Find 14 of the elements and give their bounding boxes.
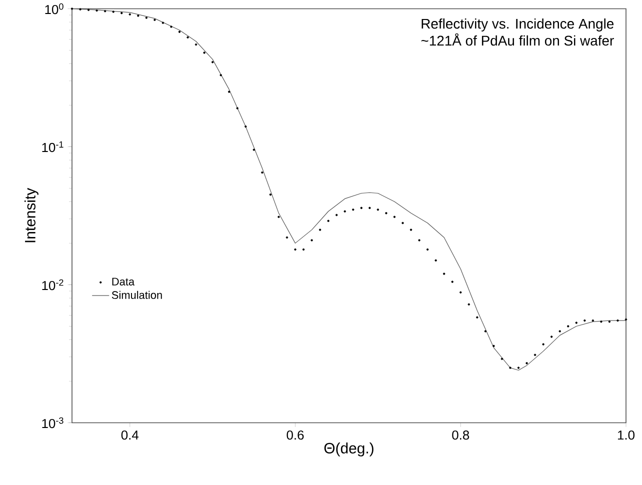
x-tick-label: 1.0 bbox=[618, 430, 634, 440]
x-tick-label: 0.4 bbox=[121, 430, 139, 440]
x-axis-title: Θ(deg.) bbox=[324, 442, 374, 457]
x-tick-label: 0.8 bbox=[452, 430, 470, 440]
legend-label: Data bbox=[112, 278, 135, 286]
y-axis-title: Intensity bbox=[24, 188, 38, 242]
text: ~121Å of PdAu film on Si wafer bbox=[421, 33, 614, 46]
text: Reflectivity vs. Incidence Angle bbox=[422, 18, 614, 32]
legend-label: Simulation bbox=[112, 291, 162, 300]
y-tick-label: 10$^{-3}$ bbox=[42, 417, 64, 428]
y-tick-label: 10$^{-1}$ bbox=[42, 142, 64, 152]
x-tick-label: 0.6 bbox=[286, 430, 304, 440]
y-tick-label: 10$^{0}$ bbox=[45, 3, 64, 14]
y-tick-label: 10$^{-2}$ bbox=[42, 279, 64, 290]
